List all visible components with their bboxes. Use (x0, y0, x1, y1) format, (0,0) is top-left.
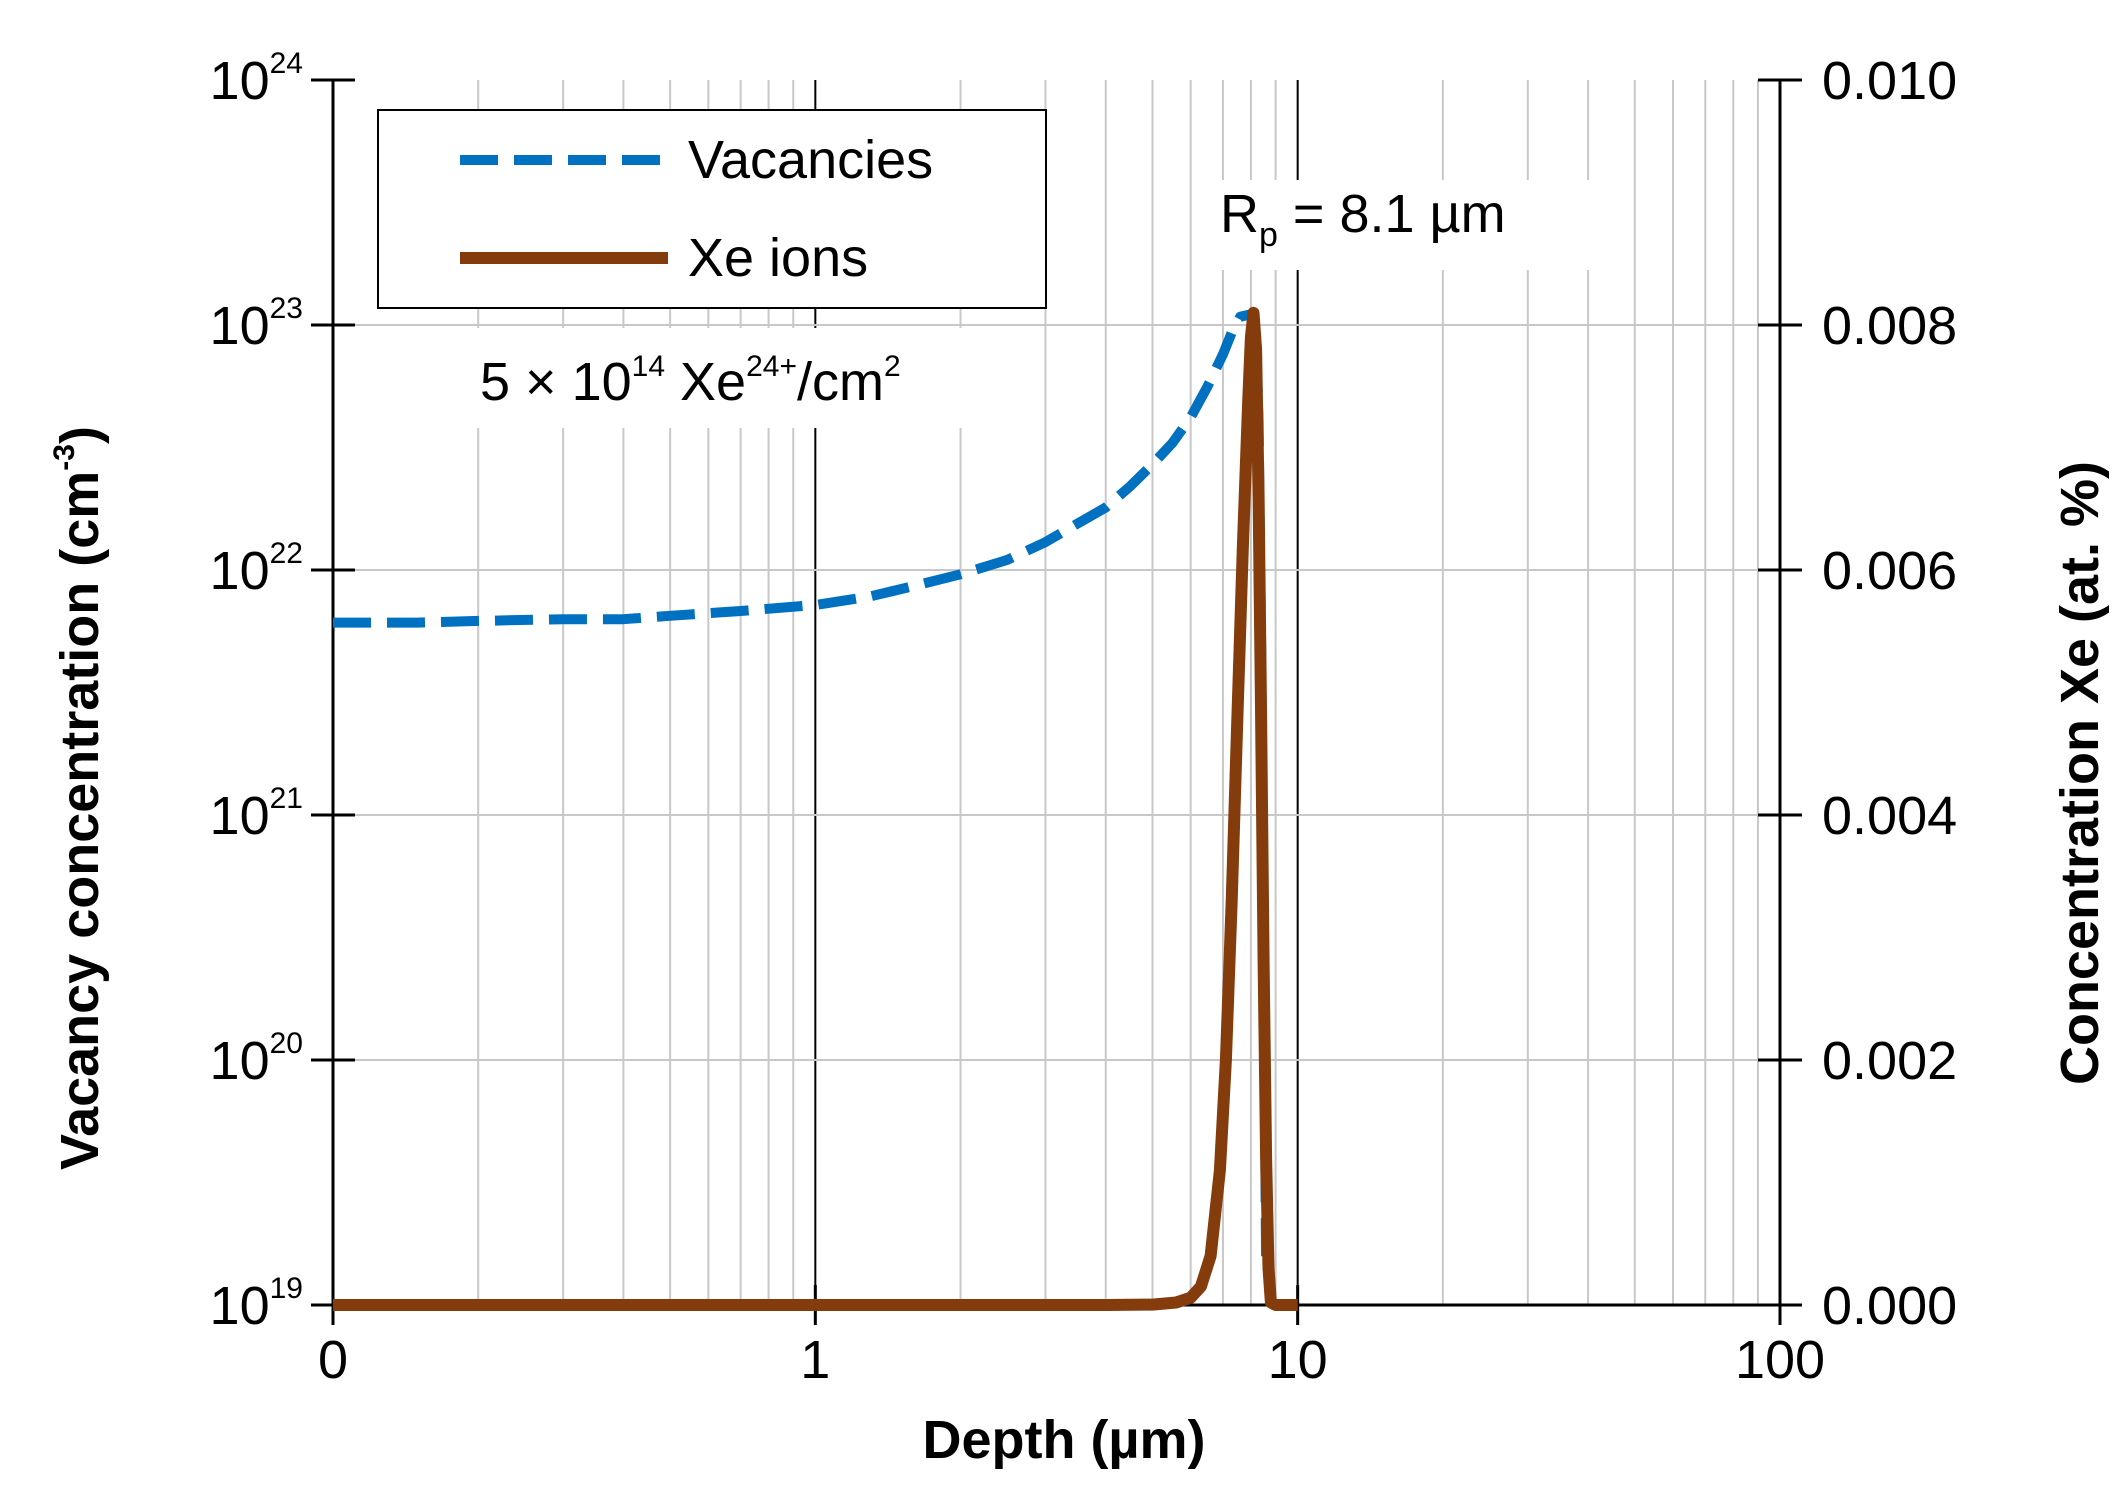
y-left-tick-label: 1024 (210, 47, 303, 111)
rp-main: R (1220, 184, 1259, 244)
y-left-tick-exponent: 22 (270, 537, 303, 570)
x-tick-label: 0 (318, 1330, 348, 1390)
y-right-tick-label: 0.002 (1822, 1031, 1957, 1091)
x-tick-label: 10 (1268, 1330, 1328, 1390)
dose-sup2: 24+ (746, 350, 797, 383)
y-left-tick-label: 1019 (210, 1272, 303, 1336)
y-left-tick-label: 1021 (210, 782, 303, 846)
y-left-tick-base: 10 (210, 541, 270, 601)
y-right-tick-label: 0.004 (1822, 786, 1957, 846)
y-left-title-sup: -3 (48, 444, 81, 471)
y-left-axis-title: Vacancy concentration (cm-3) (48, 426, 110, 1170)
y-right-tick-label: 0.008 (1822, 296, 1957, 356)
y-left-tick-exponent: 21 (270, 782, 303, 815)
series-group (333, 306, 1298, 1311)
y-left-tick-label: 1022 (210, 537, 303, 601)
dose-sup3: 2 (884, 350, 901, 383)
y-left-tick-label: 1020 (210, 1027, 303, 1091)
y-left-tick-label: 1023 (210, 292, 303, 356)
y-left-tick-base: 10 (210, 51, 270, 111)
x-tick-label: 1 (800, 1330, 830, 1390)
legend-box (377, 109, 1047, 309)
y-left-tick-base: 10 (210, 1276, 270, 1336)
rp-rest: = 8.1 µm (1278, 184, 1506, 244)
x-axis-title: Depth (µm) (922, 1410, 1205, 1470)
dose-annotation-text: 5 × 1014 Xe24+/cm2 (480, 350, 901, 412)
y-left-title-main: Vacancy concentration (cm (50, 471, 110, 1170)
dose-part1: 5 × 10 (480, 352, 632, 412)
legend-label-xe-ions: Xe ions (688, 228, 868, 288)
y-left-tick-exponent: 20 (270, 1027, 303, 1060)
y-left-tick-exponent: 19 (270, 1272, 303, 1305)
y-left-tick-base: 10 (210, 1031, 270, 1091)
y-right-tick-label: 0.006 (1822, 541, 1957, 601)
y-right-tick-label: 0.000 (1822, 1276, 1957, 1336)
dose-part2: Xe (665, 352, 746, 412)
y-right-axis-title: Concentration Xe (at. %) (2050, 461, 2110, 1085)
dose-annotation: 5 × 1014 Xe24+/cm2 (470, 328, 970, 428)
dose-annotation-bg (470, 328, 970, 428)
series-line-vacancies (333, 309, 1272, 1262)
rp-sub: p (1259, 216, 1278, 254)
rp-annotation-text: Rp = 8.1 µm (1220, 184, 1506, 254)
legend: Vacancies Xe ions (377, 109, 1047, 309)
legend-label-vacancies: Vacancies (688, 130, 933, 190)
tick-labels: 1019102010211022102310240.0000.0020.0040… (210, 47, 1958, 1390)
dose-part3: /cm (797, 352, 884, 412)
y-left-tick-base: 10 (210, 786, 270, 846)
dose-sup1: 14 (632, 350, 665, 383)
y-left-tick-exponent: 24 (270, 47, 303, 80)
y-left-tick-exponent: 23 (270, 292, 303, 325)
rp-annotation: Rp = 8.1 µm (1200, 180, 1620, 270)
y-left-title-end: ) (50, 426, 110, 444)
rp-annotation-bg (1200, 180, 1620, 270)
x-tick-label: 100 (1735, 1330, 1825, 1390)
series-line-xe-ions (333, 306, 1298, 1311)
y-left-tick-base: 10 (210, 296, 270, 356)
y-right-tick-label: 0.010 (1822, 51, 1957, 111)
